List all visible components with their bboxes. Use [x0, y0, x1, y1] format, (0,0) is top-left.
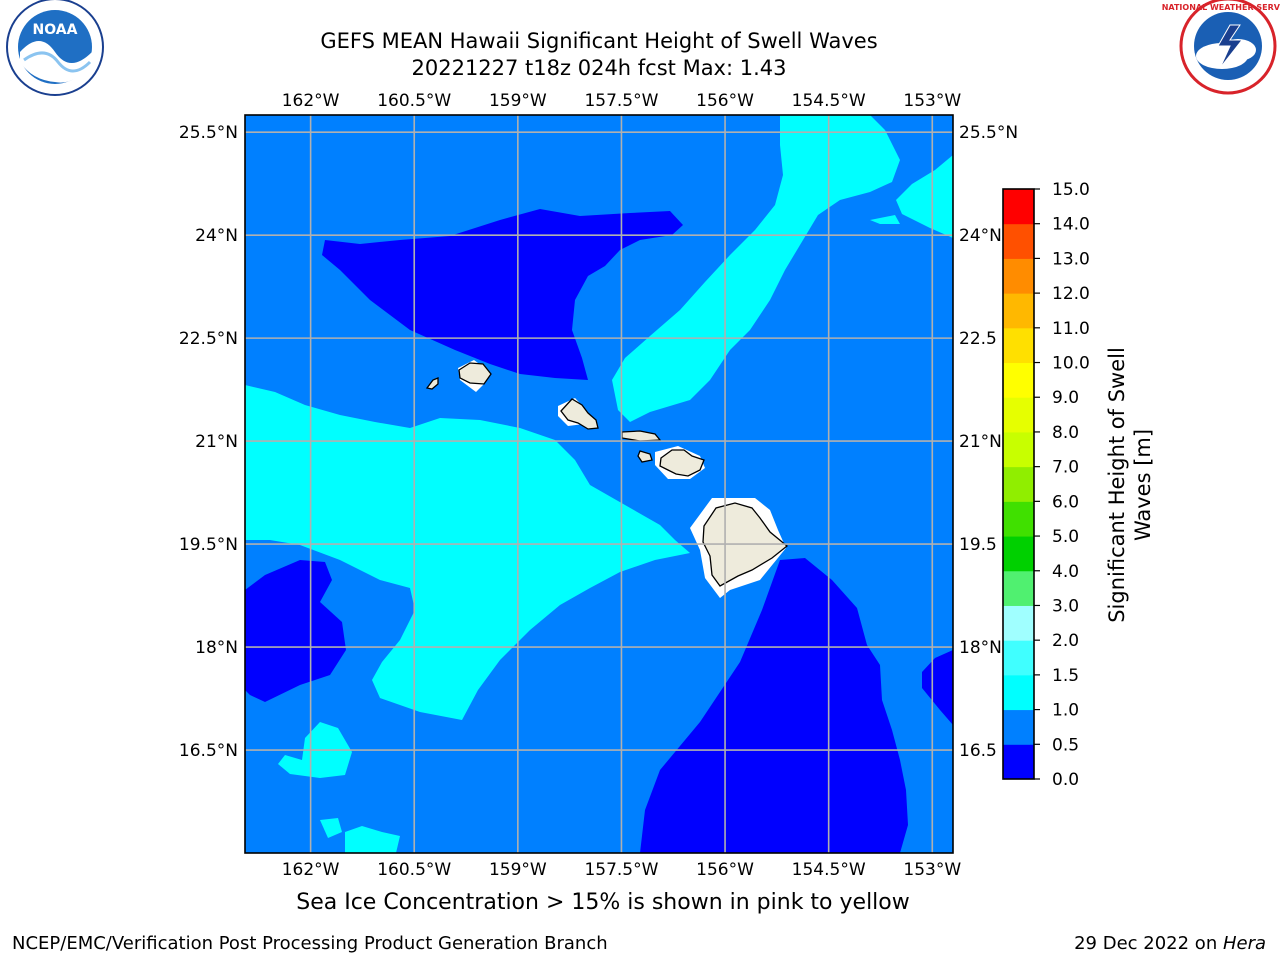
- lat-tick-label: 16.5°N: [179, 741, 238, 761]
- lon-tick-label: 157.5°W: [584, 860, 658, 880]
- lon-tick-label: 162°W: [282, 860, 340, 880]
- lat-tick-label: 16.5: [959, 741, 997, 761]
- colorbar-ticks: 0.0 0.5 1.0 1.5 2.0 3.0 4.0 5.0 6.0 7.0 8.0 9.0 10.0…: [1034, 180, 1090, 790]
- colorbar: [1003, 189, 1034, 780]
- colorbar-segment: [1003, 709, 1034, 745]
- colorbar-tick-label: 0.0: [1052, 770, 1079, 790]
- lat-tick-label: 18°N: [959, 638, 1002, 658]
- colorbar-segment: [1003, 536, 1034, 572]
- colorbar-segment: [1003, 189, 1034, 225]
- colorbar-segment: [1003, 570, 1034, 606]
- island-niihau: [425, 377, 439, 390]
- island-kauai: [458, 362, 492, 385]
- colorbar-tick-label: 14.0: [1052, 215, 1090, 235]
- colorbar-label-line1: Significant Height of Swell: [1105, 347, 1129, 623]
- lon-tick-label: 159°W: [489, 91, 547, 111]
- sea-ice-note: Sea Ice Concentration > 15% is shown in …: [296, 890, 910, 915]
- colorbar-tick-label: 2.0: [1052, 631, 1079, 651]
- lon-tick-label: 159°W: [489, 860, 547, 880]
- lon-tick-label: 154.5°W: [792, 91, 866, 111]
- lon-tick-label: 153°W: [903, 860, 961, 880]
- map-area: [245, 115, 953, 853]
- colorbar-segment: [1003, 466, 1034, 502]
- colorbar-tick-label: 10.0: [1052, 354, 1090, 374]
- colorbar-tick-label: 3.0: [1052, 596, 1079, 616]
- colorbar-tick-label: 9.0: [1052, 388, 1079, 408]
- colorbar-segment: [1003, 501, 1034, 537]
- lat-tick-label: 22.5: [959, 329, 997, 349]
- map-frame: [244, 114, 954, 854]
- lat-tick-label: 21°N: [959, 432, 1002, 452]
- lon-tick-label: 154.5°W: [792, 860, 866, 880]
- colorbar-tick-label: 13.0: [1052, 249, 1090, 269]
- colorbar-tick-label: 5.0: [1052, 527, 1079, 547]
- colorbar-segment: [1003, 362, 1034, 398]
- colorbar-segment: [1003, 327, 1034, 364]
- lon-ticks-top: 162°W 160.5°W 159°W 157.5°W 156°W 154.5°W 153°…: [282, 91, 962, 111]
- colorbar-tick-label: 7.0: [1052, 458, 1079, 478]
- lat-tick-label: 25.5°N: [959, 123, 1018, 143]
- footer-date-text: 29 Dec 2022 on: [1074, 933, 1223, 954]
- swell-band-0-0.5: [245, 209, 953, 853]
- lon-tick-label: 160.5°W: [377, 91, 451, 111]
- lat-ticks-right: 25.5°N 24°N 22.5 21°N 19.5 18°N 16.5: [959, 123, 1018, 761]
- colorbar-segment: [1003, 397, 1034, 433]
- colorbar-tick-label: 1.0: [1052, 701, 1079, 721]
- lon-tick-label: 153°W: [903, 91, 961, 111]
- lat-ticks-left: 25.5°N 24°N 22.5°N 21°N 19.5°N 18°N 16.5°N: [179, 123, 238, 761]
- colorbar-tick-label: 8.0: [1052, 423, 1079, 443]
- colorbar-tick-label: 0.5: [1052, 735, 1079, 755]
- lat-tick-label: 18°N: [195, 638, 238, 658]
- colorbar-segment: [1003, 605, 1034, 641]
- lon-ticks-bottom: 162°W 160.5°W 159°W 157.5°W 156°W 154.5°W 153°…: [282, 860, 962, 880]
- lat-tick-label: 22.5°N: [179, 329, 238, 349]
- colorbar-segment: [1003, 640, 1034, 676]
- colorbar-tick-label: 1.5: [1052, 666, 1079, 686]
- colorbar-segment: [1003, 744, 1034, 780]
- lat-tick-label: 24°N: [959, 226, 1002, 246]
- nws-logo: NATIONAL WEATHER SERVICE: [1162, 0, 1280, 95]
- colorbar-segment: [1003, 293, 1034, 329]
- colorbar-segment: [1003, 258, 1034, 294]
- island-maui: [659, 449, 705, 477]
- colorbar-segment: [1003, 674, 1034, 711]
- lat-tick-label: 19.5°N: [179, 535, 238, 555]
- lat-tick-label: 21°N: [195, 432, 238, 452]
- colorbar-tick-label: 6.0: [1052, 492, 1079, 512]
- chart-title: GEFS MEAN Hawaii Significant Height of S…: [320, 29, 878, 53]
- noaa-logo: NOAA: [6, 0, 104, 96]
- colorbar-frame: [1002, 188, 1035, 780]
- colorbar-segment: [1003, 223, 1034, 259]
- map-gridlines: [245, 115, 953, 853]
- lat-tick-label: 25.5°N: [179, 123, 238, 143]
- nws-logo-text: NATIONAL WEATHER SERVICE: [1162, 3, 1280, 12]
- lon-tick-label: 162°W: [282, 91, 340, 111]
- lon-tick-label: 156°W: [696, 860, 754, 880]
- noaa-logo-text: NOAA: [33, 22, 78, 38]
- colorbar-label-line2: Waves [m]: [1131, 429, 1155, 541]
- lat-tick-label: 24°N: [195, 226, 238, 246]
- footer-date: 29 Dec 2022 on Hera: [1074, 933, 1266, 954]
- lon-tick-label: 157.5°W: [584, 91, 658, 111]
- island-oahu: [560, 398, 599, 430]
- colorbar-tick-label: 4.0: [1052, 562, 1079, 582]
- lon-tick-label: 156°W: [696, 91, 754, 111]
- colorbar-tick-label: 11.0: [1052, 319, 1090, 339]
- footer-branch: NCEP/EMC/Verification Post Processing Pr…: [12, 933, 608, 954]
- colorbar-tick-label: 15.0: [1052, 180, 1090, 200]
- island-lanai: [637, 450, 653, 463]
- footer-host: Hera: [1222, 933, 1266, 954]
- colorbar-segment: [1003, 431, 1034, 468]
- lat-tick-label: 19.5: [959, 535, 997, 555]
- chart-subtitle: 20221227 t18z 024h fcst Max: 1.43: [411, 56, 787, 80]
- lon-tick-label: 160.5°W: [377, 860, 451, 880]
- colorbar-tick-label: 12.0: [1052, 284, 1090, 304]
